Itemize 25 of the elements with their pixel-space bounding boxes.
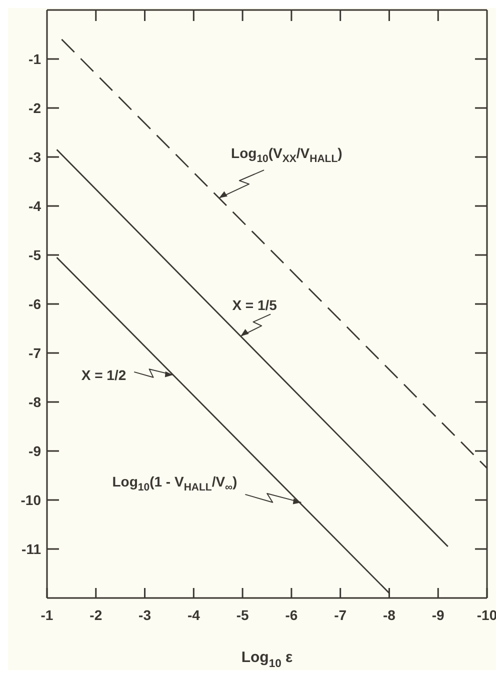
x-axis-title: Log$_{10}$ ε <box>241 649 293 670</box>
legend-label: X = 1/2 <box>81 366 126 383</box>
y-tick-label: -2 <box>28 100 42 116</box>
x-tick-label: -1 <box>40 606 54 623</box>
y-tick-label: -6 <box>28 296 42 312</box>
y-tick-label: -7 <box>28 344 42 361</box>
x-tick-label: -5 <box>236 606 249 623</box>
y-tick-label: -4 <box>28 198 42 214</box>
x-tick-label: -6 <box>285 606 298 623</box>
y-tick-label: -8 <box>28 394 42 410</box>
annotation: Log$_{10}$(1 - V$_{HALL}$/V$_{∞}$) <box>112 473 238 494</box>
x-tick-label: -8 <box>382 606 396 623</box>
x-tick-label: -4 <box>187 606 200 623</box>
x-tick-label: -7 <box>334 606 347 623</box>
y-tick-label: -9 <box>28 442 42 459</box>
y-tick-label: -10 <box>20 492 42 508</box>
series-label: X = 1/5 <box>232 297 278 314</box>
x-tick-label: -3 <box>138 606 152 623</box>
y-tick-label: -11 <box>22 540 42 557</box>
x-tick-label: -9 <box>432 606 445 623</box>
y-tick-label: -5 <box>28 246 42 263</box>
y-tick-label: -3 <box>28 148 42 165</box>
y-tick-label: -1 <box>28 50 42 67</box>
x-tick-label: -2 <box>90 606 102 623</box>
text: Log$_{10}$(V$_{XX}$/V$_{HALL}$) <box>231 145 342 166</box>
